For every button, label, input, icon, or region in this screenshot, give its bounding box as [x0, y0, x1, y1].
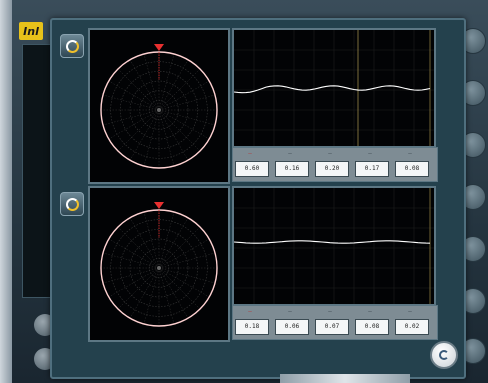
polar-grid-spoke — [108, 267, 160, 298]
polar-grid-spoke — [158, 59, 189, 111]
polar-grid-spoke — [158, 226, 201, 269]
polar-plot-graphic — [100, 44, 218, 169]
polar-grid-spoke — [158, 217, 189, 269]
polar-marker-icon — [154, 44, 164, 51]
polar-grid-spoke — [158, 238, 210, 269]
polar-grid-spoke — [158, 68, 201, 111]
polar-grid-spoke — [143, 53, 160, 111]
trend-chart-graphic — [234, 188, 434, 304]
readout-value: 0.60 — [235, 161, 269, 177]
readout-value: 0.18 — [235, 319, 269, 335]
polar-grid-spoke — [158, 109, 216, 126]
polar-grid-spoke — [129, 267, 160, 319]
sensor-panel: — — — — — 0.60 0.16 0.20 0.17 0.08 — [52, 28, 464, 188]
polar-grid-ring — [120, 71, 198, 149]
readout-header: — — [368, 309, 372, 314]
polar-grid-spoke — [117, 68, 160, 111]
trend-trace — [234, 85, 431, 94]
readout-header: — — [248, 309, 252, 314]
polar-grid-spoke — [158, 267, 175, 325]
polar-grid-spoke — [102, 252, 160, 269]
polar-grid-ring — [129, 238, 189, 298]
polar-grid-spoke — [129, 59, 160, 111]
polar-grid-spoke — [102, 109, 160, 126]
readout-value: 0.20 — [315, 161, 349, 177]
readout-header: — — [248, 151, 252, 156]
readout-value: 0.17 — [355, 161, 389, 177]
readout-value: 0.06 — [275, 319, 309, 335]
polar-grid-spoke — [108, 238, 160, 269]
polar-grid-ring — [120, 229, 198, 307]
trend-chart-graphic — [234, 30, 434, 146]
polar-grid-spoke — [158, 80, 210, 111]
polar-grid-spoke — [158, 252, 216, 269]
sensor-monitor-window: — — — — — 0.60 0.16 0.20 0.17 0.08 — — —… — [50, 18, 466, 379]
polar-grid-spoke — [158, 211, 175, 269]
readout-value: 0.07 — [315, 319, 349, 335]
left-edge-rail — [0, 0, 12, 383]
polar-grid-spoke — [158, 267, 216, 284]
readout-value: 0.16 — [275, 161, 309, 177]
readout-header: — — [408, 309, 412, 314]
polar-plot — [88, 28, 230, 184]
polar-grid-spoke — [158, 109, 201, 152]
polar-grid-spoke — [143, 211, 160, 269]
trend-chart — [232, 28, 436, 148]
polar-plot-graphic — [100, 202, 218, 327]
polar-grid-spoke — [117, 109, 160, 152]
polar-grid-spoke — [143, 267, 160, 325]
polar-grid-spoke — [102, 267, 160, 284]
readout-header: — — [288, 151, 292, 156]
polar-grid-spoke — [158, 109, 175, 167]
polar-grid-spoke — [158, 267, 210, 298]
polar-plot — [88, 186, 230, 342]
readout-header: — — [408, 151, 412, 156]
polar-grid-spoke — [108, 109, 160, 140]
polar-grid-spoke — [117, 267, 160, 310]
readout-header: — — [368, 151, 372, 156]
polar-grid-spoke — [158, 94, 216, 111]
sensor-dial-icon[interactable] — [60, 34, 84, 58]
polar-grid-spoke — [102, 94, 160, 111]
polar-grid-spoke — [158, 267, 201, 310]
polar-grid-spoke — [129, 217, 160, 269]
readout-bar: — — — — — 0.18 0.06 0.07 0.08 0.02 — [232, 305, 438, 340]
polar-center — [157, 108, 161, 112]
background-side-panel — [22, 44, 52, 298]
app-logo: Inl — [19, 22, 43, 40]
polar-grid-spoke — [129, 109, 160, 161]
readout-bar: — — — — — 0.60 0.16 0.20 0.17 0.08 — [232, 147, 438, 182]
polar-marker-icon — [154, 202, 164, 209]
polar-grid-spoke — [158, 267, 189, 319]
polar-grid-ring — [129, 80, 189, 140]
readout-value: 0.02 — [395, 319, 429, 335]
readout-header: — — [328, 309, 332, 314]
polar-grid-spoke — [117, 226, 160, 269]
sensor-dial-icon[interactable] — [60, 192, 84, 216]
trend-trace — [234, 240, 431, 244]
readout-value: 0.08 — [395, 161, 429, 177]
polar-grid-spoke — [108, 80, 160, 111]
polar-grid-spoke — [143, 109, 160, 167]
readout-header: — — [288, 309, 292, 314]
refresh-icon[interactable] — [430, 341, 458, 369]
bottom-slider-bar[interactable] — [280, 374, 410, 383]
polar-center — [157, 266, 161, 270]
polar-grid-spoke — [158, 109, 210, 140]
trend-chart — [232, 186, 436, 306]
sensor-panel: — — — — — 0.18 0.06 0.07 0.08 0.02 — [52, 186, 464, 346]
readout-value: 0.08 — [355, 319, 389, 335]
polar-grid-spoke — [158, 109, 189, 161]
readout-header: — — [328, 151, 332, 156]
polar-grid-spoke — [158, 53, 175, 111]
